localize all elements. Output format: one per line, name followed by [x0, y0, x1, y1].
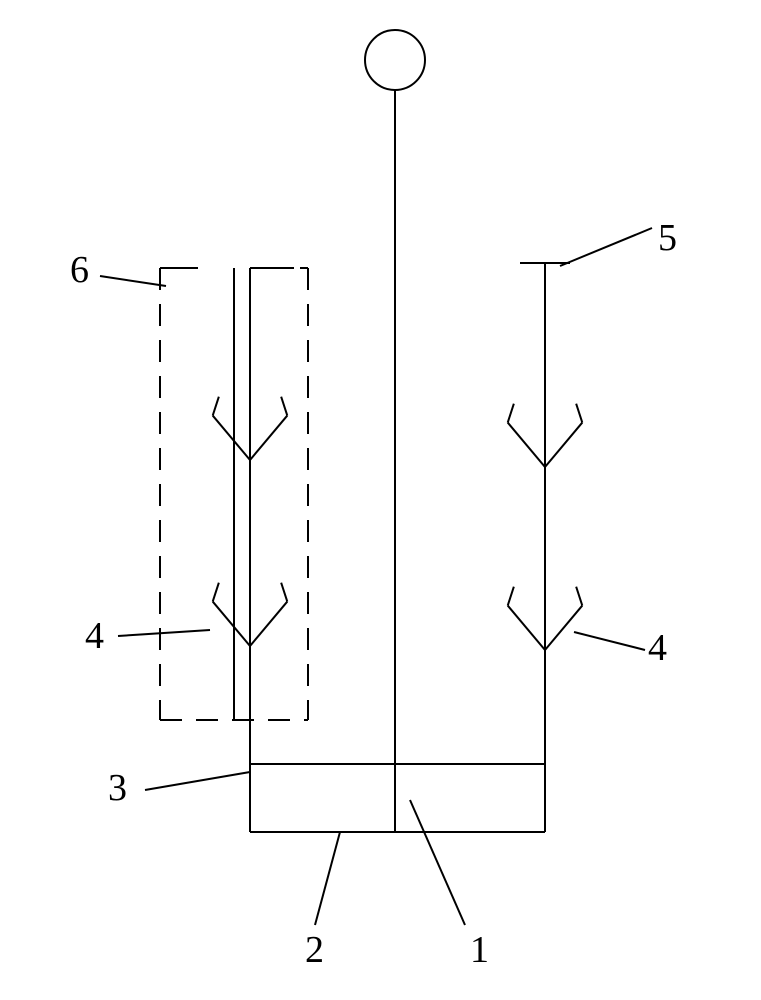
- top-ring: [365, 30, 425, 90]
- leader-2: [315, 832, 340, 925]
- label-6: 6: [70, 249, 89, 291]
- label-4_right: 4: [648, 627, 667, 669]
- leader-1: [410, 800, 465, 925]
- leader-3: [145, 772, 250, 790]
- leader-4_right: [574, 632, 645, 650]
- label-4_left: 4: [85, 615, 104, 657]
- leader-6: [100, 276, 166, 286]
- label-1: 1: [470, 929, 489, 971]
- label-5: 5: [658, 217, 677, 259]
- label-3: 3: [108, 767, 127, 809]
- diagram-canvas: 1 2 3 5 6 4 4: [0, 0, 761, 1000]
- leader-4_left: [118, 630, 210, 636]
- label-2: 2: [305, 929, 324, 971]
- leader-5: [560, 228, 652, 266]
